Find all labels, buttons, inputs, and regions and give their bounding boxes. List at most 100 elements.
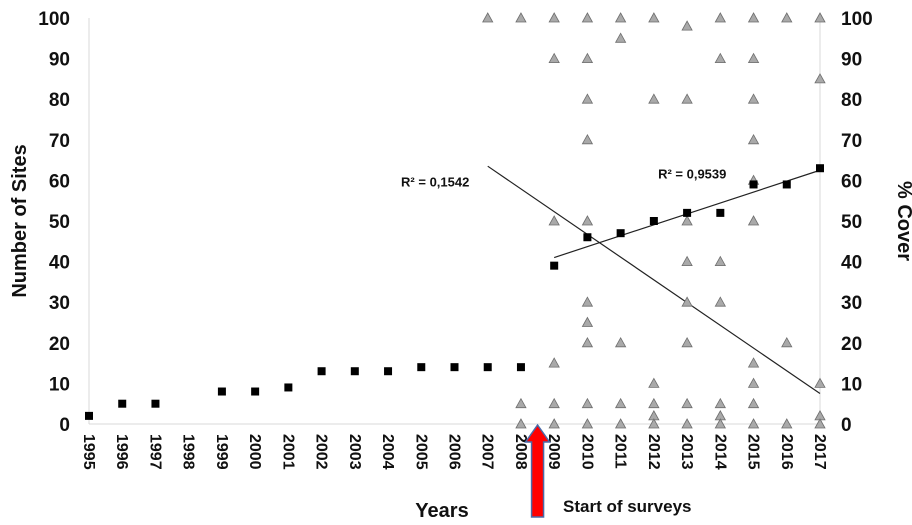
- cover-point: [681, 255, 693, 267]
- y-tick-label-left: 30: [49, 293, 70, 314]
- cover-point: [747, 52, 760, 63]
- axes-layer: [88, 18, 821, 425]
- cover-point: [581, 215, 594, 226]
- x-tick-label: 2003: [346, 434, 363, 470]
- x-tick-label: 2017: [811, 434, 828, 470]
- cover-point: [714, 255, 726, 267]
- y-tick-label-right: 0: [841, 415, 852, 436]
- cover-point: [515, 418, 527, 429]
- sites-point: [384, 367, 393, 376]
- cover-point: [781, 12, 793, 23]
- cover-point: [747, 93, 760, 104]
- cover-point: [515, 397, 527, 409]
- x-axis-title: Years: [415, 500, 468, 522]
- cover-point: [714, 296, 726, 307]
- x-tick-label: 2011: [612, 434, 629, 469]
- cover-point: [515, 12, 527, 23]
- x-tick-label: 1996: [113, 434, 130, 470]
- cover-point: [781, 418, 793, 429]
- sites-point: [550, 261, 559, 270]
- cover-point: [681, 397, 693, 409]
- cover-point: [681, 296, 693, 307]
- sites-point: [85, 411, 93, 420]
- y-tick-label-left: 60: [49, 171, 70, 192]
- cover-point: [747, 133, 760, 145]
- sites-point: [350, 367, 359, 376]
- trendline: [487, 165, 821, 395]
- cover-point: [581, 12, 594, 23]
- cover-point: [548, 12, 560, 23]
- y-tick-label-right: 30: [841, 293, 862, 314]
- sites-point: [317, 367, 326, 376]
- cover-point: [548, 357, 560, 368]
- cover-point: [747, 12, 760, 23]
- x-tick-label: 2013: [678, 434, 695, 470]
- cover-point: [681, 336, 693, 348]
- sites-point: [816, 164, 824, 173]
- y-tick-label-left: 10: [49, 374, 70, 395]
- cover-point: [581, 296, 594, 307]
- sites-series: [85, 164, 824, 420]
- sites-point: [649, 217, 658, 225]
- ticks-layer: 0 0 10 10 20 20 30 30 40 40 50 50 60 60 70 70 80 80 90 90 10…: [38, 9, 872, 470]
- cover-series: [482, 12, 826, 429]
- cover-point: [747, 397, 760, 409]
- cover-point: [714, 397, 726, 409]
- cover-point: [614, 418, 627, 429]
- cover-point: [548, 215, 560, 226]
- cover-point: [581, 133, 594, 145]
- y-tick-label-left: 70: [49, 131, 70, 152]
- x-tick-label: 2005: [412, 434, 429, 470]
- cover-point: [581, 93, 594, 104]
- cover-point: [681, 215, 693, 226]
- sites-point: [118, 399, 127, 408]
- sites-point: [516, 363, 525, 372]
- y-tick-label-left: 80: [49, 90, 70, 111]
- cover-point: [482, 12, 494, 23]
- trendlines: R² = 0,9539 R² = 0,1542: [401, 165, 821, 395]
- annotation-text: Start of surveys: [563, 497, 692, 516]
- cover-point: [581, 336, 594, 348]
- y-tick-label-right: 50: [841, 212, 862, 233]
- start-of-surveys-annotation: Start of surveys: [524, 423, 692, 518]
- cover-point: [548, 52, 560, 63]
- cover-point: [614, 336, 627, 348]
- cover-point: [581, 397, 594, 409]
- cover-point: [681, 20, 693, 31]
- y-tick-label-right: 10: [841, 374, 862, 395]
- sites-point: [583, 233, 592, 242]
- y-tick-label-left: 50: [49, 212, 70, 233]
- y-tick-label-right: 20: [841, 334, 862, 355]
- cover-point: [747, 357, 760, 368]
- cover-point: [581, 52, 594, 63]
- cover-point: [648, 418, 660, 429]
- x-tick-label: 2015: [745, 434, 762, 470]
- cover-point: [814, 12, 826, 23]
- sites-point: [716, 208, 725, 217]
- y-tick-label-right: 90: [841, 50, 862, 71]
- cover-point: [548, 397, 560, 409]
- cover-point: [648, 12, 660, 23]
- x-tick-label: 2009: [545, 434, 562, 470]
- x-tick-label: 2010: [578, 434, 595, 470]
- sites-point: [284, 383, 293, 392]
- cover-point: [814, 73, 826, 84]
- x-tick-label: 2002: [313, 434, 330, 470]
- y-tick-label-left: 100: [38, 9, 70, 30]
- cover-point: [648, 397, 660, 409]
- cover-point: [548, 418, 560, 429]
- y-tick-label-right: 70: [841, 131, 862, 152]
- sites-point: [782, 180, 791, 189]
- cover-point: [614, 32, 627, 43]
- cover-point: [781, 336, 793, 348]
- x-tick-label: 2016: [778, 434, 795, 470]
- sites-point: [251, 387, 260, 396]
- sites-point: [616, 229, 625, 238]
- y-tick-label-right: 100: [841, 9, 873, 30]
- trendline-label: R² = 0,9539: [658, 166, 726, 181]
- sites-point: [749, 180, 758, 189]
- sites-point: [151, 399, 160, 408]
- y-tick-label-right: 80: [841, 90, 862, 111]
- y-tick-label-left: 0: [59, 415, 70, 436]
